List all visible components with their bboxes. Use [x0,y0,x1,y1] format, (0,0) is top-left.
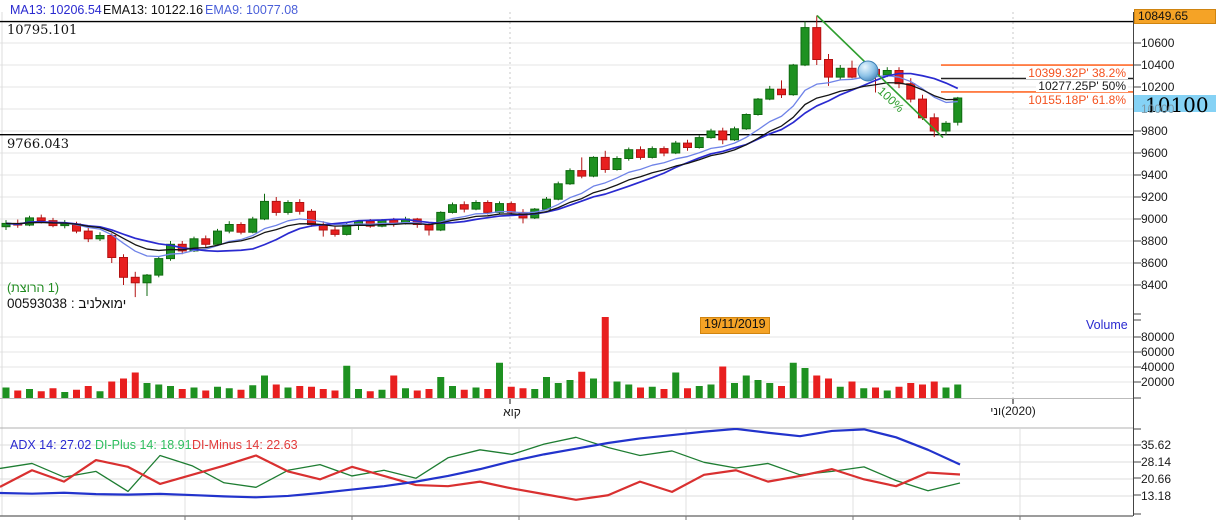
axis-tick-label: 35.62 [1141,437,1172,452]
axis-tick-label: 28.14 [1141,454,1172,469]
axis-tick-label: 9800 [1141,124,1168,138]
current-price-box [1134,95,1216,112]
ema13-value: EMA13: 10122.16 [103,3,204,17]
x-axis-label-jan2020: ינו(2020) [990,404,1036,418]
fib-50-label: 10277.25P' 50% [1036,79,1128,93]
lower-price-line-label: 9766.043 [7,137,70,152]
fib-trendline [816,14,944,139]
di-minus-value: DI-Minus 14: 22.63 [192,438,298,452]
axis-tick-label: 8800 [1141,234,1168,248]
axis-tick-label: 9600 [1141,146,1168,160]
axis-tick-label: 40000 [1141,360,1175,374]
volume-bars-layer [2,317,962,398]
axis-tick-label: 10600 [1141,36,1175,50]
right-axis [509,12,1141,516]
axis-tick-label: 10400 [1141,58,1175,72]
di-plus-value: DI-Plus 14: 18.91 [95,438,192,452]
ema9-value: EMA9: 10077.08 [205,3,299,17]
configuration-label: (תצורה 1) [7,281,60,295]
adx-panel [0,427,1133,520]
axis-tick-label: 9000 [1141,212,1168,226]
instrument-id-label: 00593038 : בינלאומי [7,296,127,311]
fib-100pct-label: 100% [875,84,907,115]
axis-tick-label: 13.18 [1141,489,1172,503]
axis-tick-label: 8400 [1141,278,1168,292]
axis-tick-label: 80000 [1141,330,1175,344]
x-axis-label-oct: אוק [503,405,521,419]
axis-tick-label: 10200 [1141,80,1175,94]
fib-38-label: 10399.32P' 38.2% [1026,66,1128,80]
axis-tick-label: 20000 [1141,375,1175,389]
current-price-value: 10100 [1145,93,1209,117]
axis-tick-label: 8600 [1141,256,1168,270]
adx-value: ADX 14: 27.02 [10,438,92,452]
axis-tick-label: 20.66 [1141,471,1172,486]
gridlines-layer [0,12,1133,516]
axis-tick-label: 9200 [1141,190,1168,204]
fib-drag-handle[interactable] [857,60,879,82]
date-flag: 19/11/2019 [700,317,770,334]
volume-pane-label: Volume [1086,318,1128,332]
upper-price-line-label: 10795.101 [7,23,78,38]
high-price-box: 10849.65 [1134,9,1216,24]
ma13-value: MA13: 10206.54 [10,3,102,17]
axis-tick-label: 60000 [1141,345,1175,359]
axis-tick-label: 9400 [1141,168,1168,182]
fib-61-label: 10155.18P' 61.8% [1026,93,1128,107]
axis-tick-label: 10000 [1141,102,1175,116]
